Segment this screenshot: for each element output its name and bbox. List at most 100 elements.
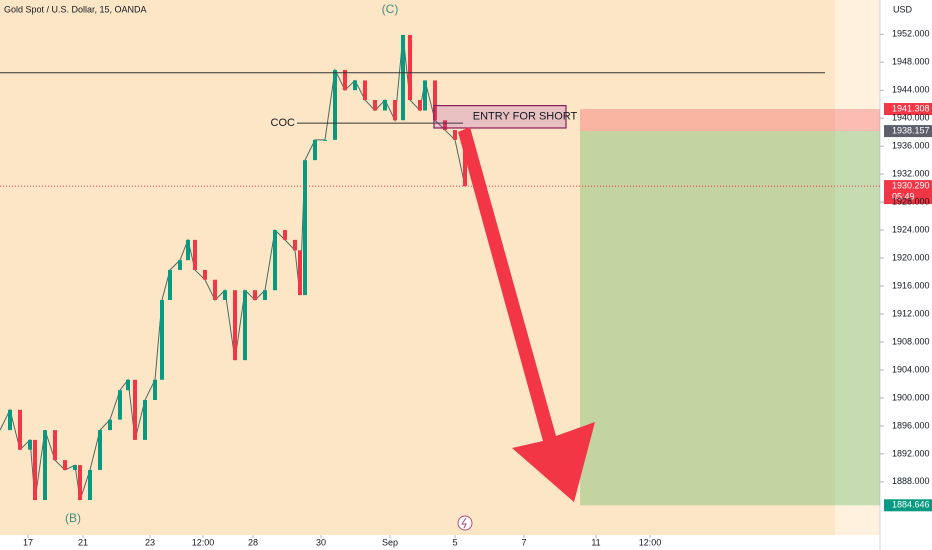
y-tick-label: 1948.000	[892, 57, 930, 67]
candle	[223, 290, 227, 301]
x-tick-label: 17	[23, 537, 33, 547]
candle	[453, 130, 457, 140]
candle	[53, 430, 57, 461]
candle	[153, 379, 157, 401]
candle	[363, 80, 367, 101]
price-marker	[884, 180, 932, 205]
x-tick-label: 12:00	[639, 537, 662, 547]
candle	[203, 269, 207, 280]
currency: USD	[893, 4, 913, 14]
y-tick-label: 1952.000	[892, 29, 930, 39]
candle	[213, 279, 217, 301]
y-tick-label: 1924.000	[892, 224, 930, 234]
wave-label: (B)	[65, 511, 81, 525]
price-marker-label: 1884.646	[892, 500, 930, 510]
x-tick-label: 5	[452, 537, 457, 547]
candle	[443, 120, 447, 131]
x-tick-label: 28	[248, 537, 258, 547]
candle	[33, 439, 37, 501]
candle	[18, 409, 22, 450]
price-marker-label: 1938.157	[892, 125, 930, 135]
candle	[283, 230, 287, 240]
x-tick-label: 7	[521, 537, 526, 547]
candle	[383, 100, 387, 111]
candle	[108, 419, 112, 431]
stop-zone	[580, 109, 880, 132]
candle	[273, 230, 277, 291]
candle	[43, 430, 47, 501]
event-icon	[457, 515, 473, 531]
candle	[233, 290, 237, 361]
entry-label: ENTRY FOR SHORT	[473, 111, 578, 123]
candle	[293, 239, 297, 251]
x-tick-label: Sep	[382, 537, 398, 547]
candle	[323, 139, 327, 141]
x-tick-label: 23	[145, 537, 155, 547]
down-arrow	[458, 127, 595, 502]
price-axis	[880, 0, 932, 550]
candle	[143, 400, 147, 440]
price-marker-label: 1941.308	[892, 103, 930, 113]
candle	[353, 80, 357, 91]
candle	[193, 239, 197, 270]
y-tick-label: 1912.000	[892, 308, 930, 318]
candle	[313, 139, 317, 161]
x-tick-label: 21	[78, 537, 88, 547]
event-icon-bolt	[461, 517, 467, 529]
y-tick-label: 1940.000	[892, 113, 930, 123]
candle	[433, 80, 437, 121]
candle	[160, 300, 164, 380]
x-tick-label: 11	[591, 537, 600, 547]
candle	[178, 260, 182, 270]
y-tick-label: 1920.000	[892, 252, 930, 262]
plot-background	[0, 0, 880, 535]
price-marker	[884, 499, 932, 512]
candle	[78, 465, 82, 501]
y-tick-label: 1928.000	[892, 196, 930, 206]
y-tick-label: 1936.000	[892, 141, 930, 151]
zones	[580, 109, 880, 506]
candle	[63, 460, 67, 470]
candle	[343, 69, 347, 91]
x-tick-label: 30	[316, 537, 326, 547]
candle	[98, 430, 102, 470]
x-tick-label: 12:00	[192, 537, 215, 547]
y-tick-label: 1900.000	[892, 392, 930, 402]
y-tick-label: 1916.000	[892, 280, 930, 290]
drawings: COC ENTRY FOR SHORT 1941.308 1938.157 1930.2…	[0, 72, 932, 512]
time-axis	[0, 535, 880, 550]
price-marker	[884, 103, 932, 116]
price-marker	[884, 125, 932, 138]
y-tick-label: 1944.000	[892, 85, 930, 95]
candle	[263, 290, 267, 301]
y-tick-label: 1904.000	[892, 364, 930, 374]
candle	[28, 439, 32, 450]
candle	[253, 290, 257, 301]
candle	[8, 409, 12, 431]
y-tick-label: 1888.000	[892, 476, 930, 486]
candle	[408, 34, 412, 101]
y-tick-label: 1896.000	[892, 420, 930, 430]
wave-label: (C)	[382, 2, 399, 16]
candle	[393, 100, 397, 121]
y-tick-label: 1892.000	[892, 448, 930, 458]
y-tick-label: 1908.000	[892, 336, 930, 346]
candle	[463, 139, 467, 187]
candle	[88, 469, 92, 501]
plot-background-right	[835, 0, 880, 535]
candle	[73, 465, 77, 470]
symbol-title: Gold Spot / U.S. Dollar, 15, OANDA	[4, 4, 147, 14]
candle	[418, 100, 422, 111]
target-zone	[580, 131, 880, 506]
price-line	[0, 34, 466, 501]
candle	[401, 34, 405, 121]
candle	[333, 69, 337, 140]
candle	[186, 239, 190, 261]
candle	[133, 379, 137, 440]
candle	[126, 379, 130, 391]
coc-label: COC	[271, 117, 296, 129]
countdown: 05:49	[892, 191, 915, 201]
candle	[243, 290, 247, 361]
